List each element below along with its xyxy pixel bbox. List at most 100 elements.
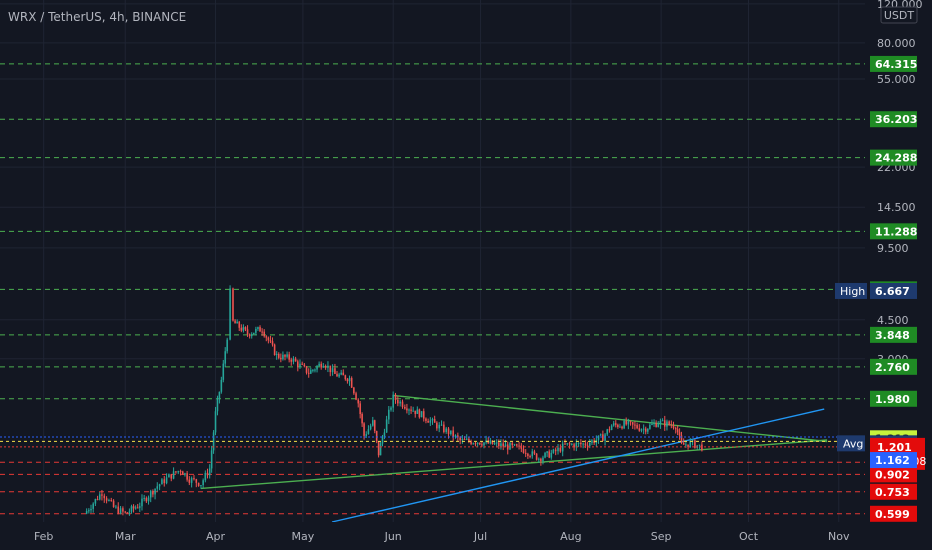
time-tick-label: May [292,530,315,543]
currency-label[interactable]: USDT [884,9,915,22]
candle-body [429,420,432,423]
candle-body [571,444,573,446]
candle-body [108,500,110,502]
candle-body [257,327,259,329]
candle-body [92,503,94,509]
candle-body [124,511,127,513]
candle-body [625,420,627,425]
candle-body [210,450,213,469]
candle-body [559,447,562,452]
price-marker-lines [0,436,865,448]
candle-body [573,444,575,448]
candle-body [238,321,241,328]
avg-tag-bg [837,435,865,452]
candle-body [668,421,670,425]
candle-body [614,423,617,425]
candle-body [404,407,406,409]
candle-body [234,320,236,324]
candle-body [177,470,180,473]
candle-body [515,444,518,446]
candle-body [478,442,481,445]
candle-body [273,344,276,356]
candle-body [261,331,263,333]
candle-body [468,438,470,442]
time-axis[interactable]: Feb Mar Apr May Jun Jul Aug Sep Oct Nov [0,522,932,550]
candle-body [504,444,507,447]
candle-body [381,437,384,444]
time-tick-label: Oct [739,530,759,543]
candle-body [259,327,261,332]
candle-body [224,351,227,364]
trendline-blue [331,408,825,523]
candle-body [280,357,282,360]
candle-body [657,424,660,427]
candle-body [88,510,90,512]
candle-body [392,394,394,408]
candle-body [623,420,625,429]
candle-body [691,440,694,442]
candle-body [604,434,606,441]
candle-body [152,491,154,495]
candle-body [610,425,613,431]
candle-body [425,418,427,421]
candle-body [132,506,135,509]
candle-body [310,370,312,374]
candle-body [377,441,380,456]
price-tick-label: 4.500 [877,314,909,327]
candle-body [156,486,159,489]
candle-body [248,334,251,337]
candle-body [454,435,457,438]
candle-body [119,508,122,514]
candle-body [542,457,544,462]
candle-body [566,443,569,445]
candle-body [96,499,99,501]
candle-body [584,443,587,446]
price-badges: 64.31536.20324.28811.2886.1753.8482.7601… [835,55,926,522]
candle-body [375,431,378,442]
resistance-badge-bg [870,55,917,72]
candle-body [608,429,611,431]
candle-body [340,372,342,375]
chart-title: WRX / TetherUS, 4h, BINANCE [8,10,186,24]
candle-body [158,484,161,487]
resistance-badge-bg [870,149,917,166]
candle-body [436,422,438,429]
candle-body [636,425,638,429]
candle-body [406,408,408,411]
price-tick-label: 55.000 [877,73,916,86]
candle-body [612,423,615,426]
candle-body [105,498,108,501]
resistance-badge: 1.980 [875,393,910,406]
candle-body [678,432,681,436]
candle-body [145,497,148,502]
candle-body [474,443,477,445]
time-tick-label: Jun [384,530,402,543]
candle-body [222,363,225,380]
currency-box [880,6,918,24]
resistance-badge: 36.203 [875,113,917,126]
price-tick-label: 80.000 [877,37,916,50]
candle-body [212,432,215,451]
candle-body [128,511,131,513]
candle-body [670,424,673,426]
candle-body [509,443,511,450]
candle-body [529,455,531,457]
candle-body [161,479,163,485]
candle-body [85,511,88,514]
candle-body [165,477,168,484]
candle-body [292,358,295,362]
candle-body [461,438,464,441]
candle-body [229,288,231,340]
candle-body [143,497,145,499]
candle-body [115,506,117,508]
candle-body [263,331,266,337]
candle-body [197,482,200,486]
candle-body [433,419,436,423]
candle-body [457,435,459,438]
candle-body [101,494,103,496]
candle-body [255,328,257,333]
time-tick-label: Sep [651,530,672,543]
candle-body [390,407,392,410]
candle-body [218,391,221,399]
